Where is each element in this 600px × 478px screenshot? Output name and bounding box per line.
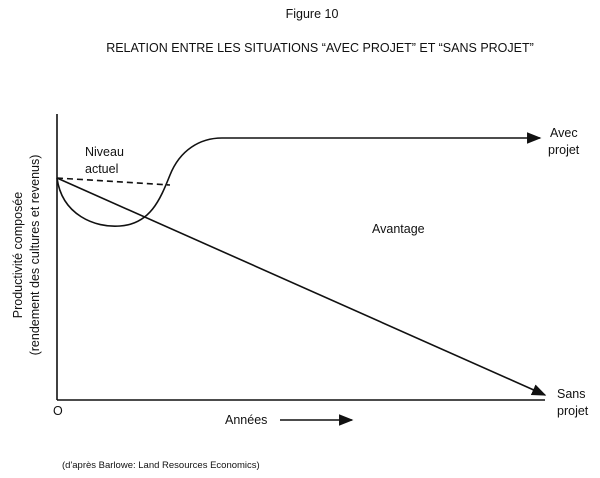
y-axis-label: Productivité composée — [11, 192, 25, 319]
current-level-label: actuel — [85, 162, 118, 176]
origin-label: O — [53, 404, 63, 418]
without-project-label: Sans — [557, 387, 586, 401]
without-project-line — [56, 177, 547, 396]
y-axis-label: (rendement des cultures et revenus) — [28, 155, 42, 356]
with-project-curve — [56, 132, 542, 227]
with-project-label: projet — [548, 143, 580, 157]
x-axis-label: Années — [225, 413, 267, 427]
figure-label: Figure 10 — [286, 7, 339, 21]
advantage-label: Avantage — [372, 222, 425, 236]
title: RELATION ENTRE LES SITUATIONS “AVEC PROJ… — [106, 41, 534, 55]
current-level-line — [56, 177, 171, 186]
without-project-label: projet — [557, 404, 589, 418]
with-project-label: Avec — [550, 126, 578, 140]
source: (d'après Barlowe: Land Resources Economi… — [62, 460, 260, 471]
current-level-label: Niveau — [85, 145, 124, 159]
